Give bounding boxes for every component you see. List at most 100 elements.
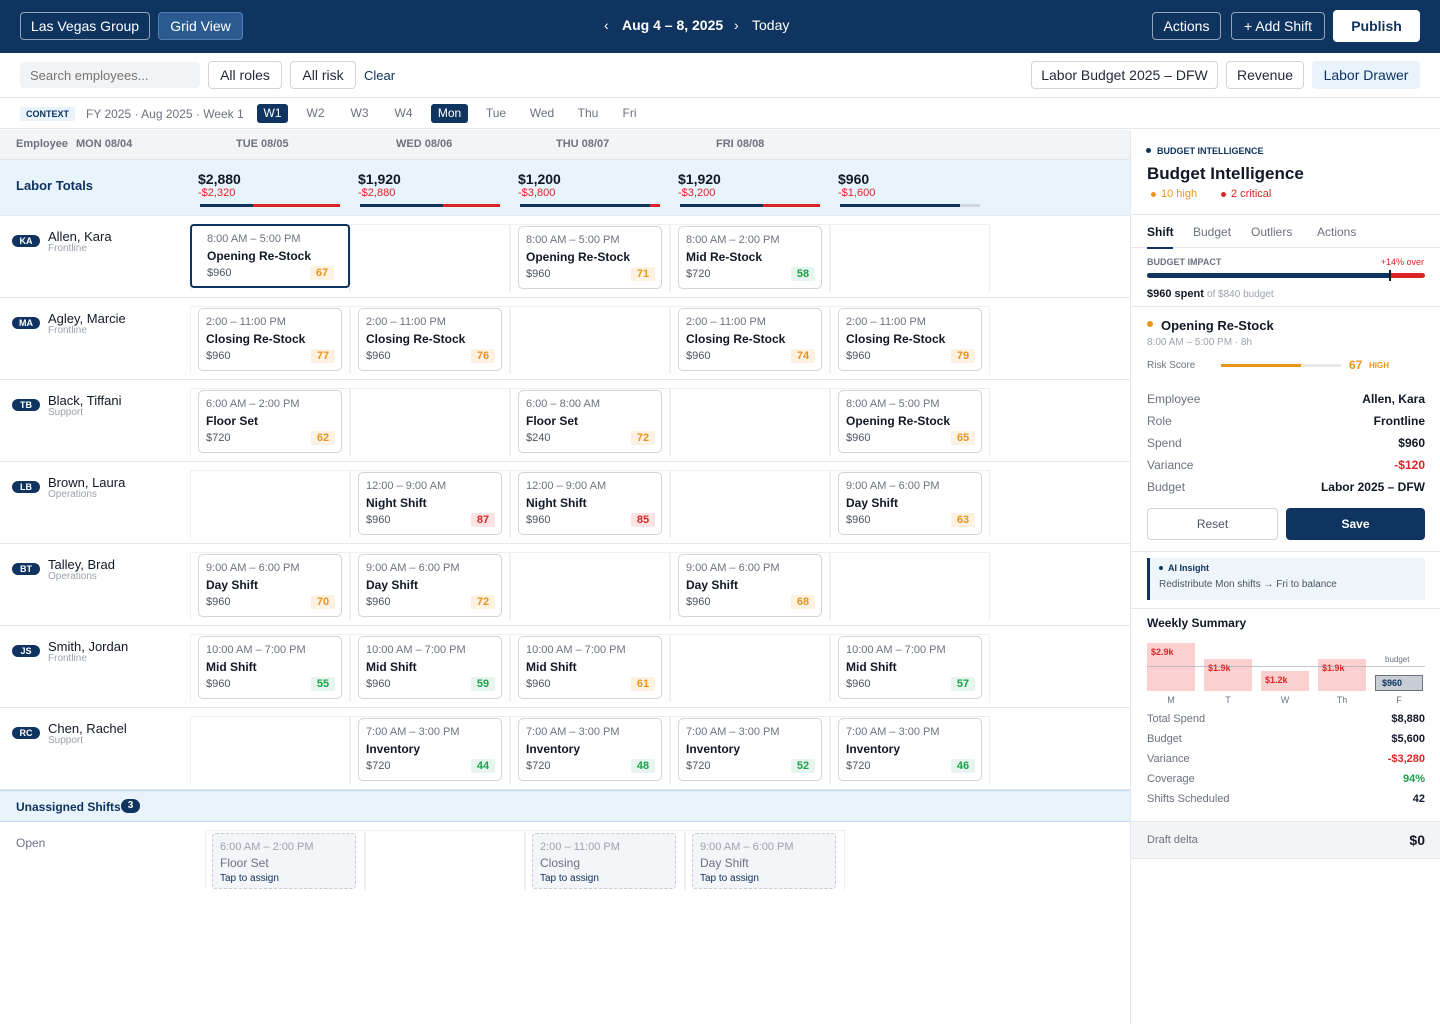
day-cell[interactable]	[350, 716, 510, 784]
shift-card[interactable]: 8:00 AM – 5:00 PM Opening Re-Stock $960 67	[190, 224, 350, 288]
labor-drawer-button[interactable]: Labor Drawer	[1312, 61, 1420, 89]
day-cell[interactable]	[510, 306, 670, 374]
prev-week-icon[interactable]: ‹	[604, 17, 609, 33]
next-week-icon[interactable]: ›	[734, 17, 739, 33]
employee-name[interactable]: Smith, Jordan	[48, 639, 129, 654]
clear-filters-link[interactable]: Clear	[364, 68, 396, 83]
day-cell[interactable]	[350, 306, 510, 374]
day-tab-tue[interactable]: Tue	[485, 106, 507, 120]
search-input[interactable]	[20, 62, 200, 88]
shift-card[interactable]: 7:00 AM – 3:00 PM Inventory $720 44	[358, 718, 502, 781]
unassigned-header[interactable]: Unassigned Shifts 3	[0, 790, 1131, 822]
today-button[interactable]: Today	[752, 17, 790, 33]
actions-button[interactable]: Actions	[1152, 12, 1221, 40]
day-cell[interactable]	[670, 224, 830, 292]
open-day-cell[interactable]	[205, 830, 365, 890]
day-cell[interactable]	[670, 634, 830, 702]
shift-card[interactable]: 8:00 AM – 5:00 PM Opening Re-Stock $960 65	[838, 390, 982, 453]
week-tab-w2[interactable]: W2	[306, 106, 325, 120]
day-cell[interactable]	[830, 716, 990, 784]
unassigned-shift-card[interactable]: 6:00 AM – 2:00 PM Floor Set Tap to assign	[212, 833, 356, 889]
day-cell[interactable]	[830, 306, 990, 374]
shift-card[interactable]: 2:00 – 11:00 PM Closing Re-Stock $960 79	[838, 308, 982, 371]
shift-card[interactable]: 10:00 AM – 7:00 PM Mid Shift $960 61	[518, 636, 662, 699]
day-cell[interactable]	[350, 224, 510, 292]
day-cell[interactable]	[190, 470, 350, 538]
revenue-button[interactable]: Revenue	[1226, 61, 1304, 89]
day-cell[interactable]	[350, 552, 510, 620]
shift-card[interactable]: 9:00 AM – 6:00 PM Day Shift $960 68	[678, 554, 822, 617]
day-tab-wed[interactable]: Wed	[529, 106, 555, 120]
shift-card[interactable]: 2:00 – 11:00 PM Closing Re-Stock $960 74	[678, 308, 822, 371]
shift-card[interactable]: 6:00 – 8:00 AM Floor Set $240 72	[518, 390, 662, 453]
day-cell[interactable]	[510, 224, 670, 292]
shift-card[interactable]: 7:00 AM – 3:00 PM Inventory $720 52	[678, 718, 822, 781]
day-cell[interactable]	[830, 388, 990, 456]
shift-card[interactable]: 10:00 AM – 7:00 PM Mid Shift $960 57	[838, 636, 982, 699]
shift-card[interactable]: 8:00 AM – 5:00 PM Opening Re-Stock $960 71	[518, 226, 662, 289]
day-tab-fri[interactable]: Fri	[622, 106, 637, 120]
shift-card[interactable]: 10:00 AM – 7:00 PM Mid Shift $960 55	[198, 636, 342, 699]
shift-card[interactable]: 12:00 – 9:00 AM Night Shift $960 87	[358, 472, 502, 535]
tab-budget[interactable]: Budget	[1193, 225, 1232, 239]
employee-name[interactable]: Allen, Kara	[48, 229, 112, 244]
risk-filter[interactable]: All risk	[290, 61, 356, 89]
shift-card[interactable]: 7:00 AM – 3:00 PM Inventory $720 48	[518, 718, 662, 781]
week-tab-w4[interactable]: W4	[394, 106, 413, 120]
shift-card[interactable]: 6:00 AM – 2:00 PM Floor Set $720 62	[198, 390, 342, 453]
day-cell[interactable]	[190, 388, 350, 456]
day-cell[interactable]	[510, 470, 670, 538]
day-cell[interactable]	[830, 224, 990, 292]
employee-name[interactable]: Talley, Brad	[48, 557, 115, 572]
day-cell[interactable]	[830, 634, 990, 702]
tab-shift[interactable]: Shift	[1147, 225, 1174, 239]
shift-card[interactable]: 10:00 AM – 7:00 PM Mid Shift $960 59	[358, 636, 502, 699]
unassigned-shift-card[interactable]: 2:00 – 11:00 PM Closing Tap to assign	[532, 833, 676, 889]
roles-filter[interactable]: All roles	[208, 61, 282, 89]
day-cell[interactable]	[510, 552, 670, 620]
tap-to-assign-link[interactable]: Tap to assign	[540, 873, 599, 884]
add-shift-button[interactable]: + Add Shift	[1231, 12, 1325, 40]
week-tab-w1[interactable]: W1	[257, 104, 288, 123]
shift-card[interactable]: 8:00 AM – 2:00 PM Mid Re-Stock $720 58	[678, 226, 822, 289]
day-cell[interactable]	[190, 552, 350, 620]
reset-button[interactable]: Reset	[1147, 508, 1278, 540]
day-cell[interactable]	[510, 634, 670, 702]
open-day-cell[interactable]	[685, 830, 845, 890]
unassigned-shift-card[interactable]: 9:00 AM – 6:00 PM Day Shift Tap to assign	[692, 833, 836, 889]
day-cell[interactable]	[670, 388, 830, 456]
shift-card[interactable]: 2:00 – 11:00 PM Closing Re-Stock $960 76	[358, 308, 502, 371]
day-cell[interactable]	[350, 388, 510, 456]
open-day-cell[interactable]	[525, 830, 685, 890]
shift-card[interactable]: 9:00 AM – 6:00 PM Day Shift $960 70	[198, 554, 342, 617]
employee-name[interactable]: Agley, Marcie	[48, 311, 126, 326]
day-cell[interactable]	[670, 716, 830, 784]
day-tab-mon[interactable]: Mon	[431, 104, 468, 123]
day-cell[interactable]	[190, 306, 350, 374]
employee-name[interactable]: Chen, Rachel	[48, 721, 127, 736]
tab-actions[interactable]: Actions	[1317, 225, 1357, 239]
day-cell[interactable]	[350, 634, 510, 702]
employee-name[interactable]: Brown, Laura	[48, 475, 126, 490]
day-cell[interactable]	[830, 470, 990, 538]
day-cell[interactable]	[190, 634, 350, 702]
tap-to-assign-link[interactable]: Tap to assign	[700, 873, 759, 884]
budget-selector[interactable]: Labor Budget 2025 – DFW	[1031, 61, 1218, 89]
save-button[interactable]: Save	[1286, 508, 1425, 540]
open-day-cell[interactable]	[365, 830, 525, 890]
shift-card[interactable]: 2:00 – 11:00 PM Closing Re-Stock $960 77	[198, 308, 342, 371]
shift-card[interactable]: 9:00 AM – 6:00 PM Day Shift $960 72	[358, 554, 502, 617]
shift-card[interactable]: 9:00 AM – 6:00 PM Day Shift $960 63	[838, 472, 982, 535]
week-tab-w3[interactable]: W3	[350, 106, 369, 120]
day-cell[interactable]	[190, 716, 350, 784]
group-selector[interactable]: Las Vegas Group	[20, 12, 150, 40]
grid-view-button[interactable]: Grid View	[158, 12, 243, 40]
day-cell[interactable]	[670, 552, 830, 620]
employee-name[interactable]: Black, Tiffani	[48, 393, 122, 408]
day-cell[interactable]	[350, 470, 510, 538]
day-cell[interactable]	[510, 716, 670, 784]
day-cell[interactable]	[670, 306, 830, 374]
day-cell[interactable]	[510, 388, 670, 456]
day-tab-thu[interactable]: Thu	[577, 106, 599, 120]
publish-button[interactable]: Publish	[1333, 10, 1420, 42]
